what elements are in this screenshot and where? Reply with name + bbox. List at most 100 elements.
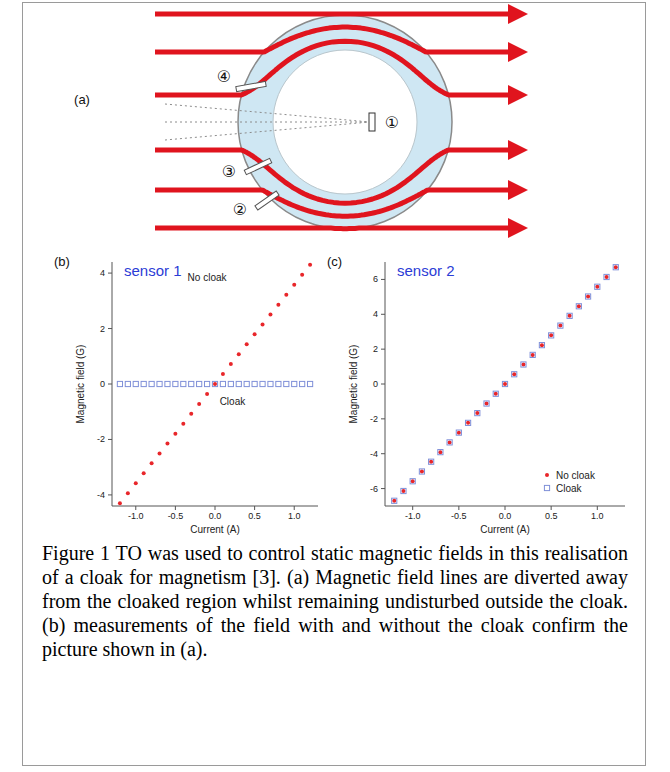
data-point: [149, 381, 154, 386]
data-point: [300, 381, 305, 386]
y-axis-title: Magnetic field (G): [75, 345, 86, 424]
data-point: [605, 275, 609, 279]
y-tick: [381, 349, 385, 350]
plot-marks: [117, 263, 312, 505]
y-tick: [381, 384, 385, 385]
data-point: [220, 381, 225, 386]
sensor-probe: [369, 113, 375, 131]
data-point: [577, 304, 581, 308]
legend-marker: [544, 485, 549, 490]
data-point: [401, 489, 405, 493]
chart-title: sensor 2: [397, 262, 455, 279]
data-point: [401, 488, 406, 493]
y-tick: [381, 314, 385, 315]
x-tick: [458, 506, 459, 510]
y-tick-label: 4: [373, 309, 378, 319]
y-tick-label: 0: [100, 379, 105, 389]
y-tick: [108, 273, 112, 274]
panel-label: (a): [74, 92, 90, 107]
data-point: [229, 362, 233, 366]
figure: ①②③④(a)-1.0-0.50.00.51.0-4-2024Current (…: [0, 0, 670, 540]
data-point: [484, 401, 489, 406]
data-point: [237, 352, 241, 356]
data-point: [157, 381, 162, 386]
data-point: [494, 392, 498, 396]
data-point: [134, 481, 138, 485]
data-point: [197, 381, 202, 386]
sensor-probe: [244, 158, 271, 174]
data-point: [165, 442, 169, 446]
data-point: [142, 471, 146, 475]
legend-label: Cloak: [556, 483, 583, 494]
y-tick: [381, 453, 385, 454]
data-point: [197, 402, 201, 406]
legend-label: No cloak: [556, 470, 596, 481]
x-tick: [597, 506, 598, 510]
data-point: [245, 342, 249, 346]
sensor-label: ①: [385, 113, 399, 132]
sight-line: [165, 122, 370, 140]
field-line: [155, 190, 519, 216]
field-line: [155, 12, 519, 17]
x-tick-label: 0.0: [499, 511, 512, 521]
data-point: [567, 313, 572, 318]
data-point: [457, 431, 461, 435]
y-tick: [381, 418, 385, 419]
sensor-probe: [255, 191, 279, 210]
y-tick-label: -4: [97, 490, 105, 500]
data-point: [221, 372, 225, 376]
data-point: [475, 411, 480, 416]
x-axis-title: Current (A): [190, 524, 239, 535]
x-tick: [254, 506, 255, 510]
data-point: [485, 402, 489, 406]
data-point: [558, 324, 562, 328]
data-point: [466, 421, 470, 425]
y-tick-label: -6: [370, 484, 378, 494]
data-point: [118, 501, 122, 505]
data-point: [189, 412, 193, 416]
data-point: [253, 332, 257, 336]
data-point: [284, 381, 289, 386]
chart: -1.0-0.50.00.51.0-6-4-20246Current (A)Ma…: [327, 254, 625, 535]
data-point: [410, 479, 415, 484]
data-point: [595, 285, 599, 289]
y-tick: [381, 279, 385, 280]
data-point: [585, 294, 590, 299]
data-point: [456, 430, 461, 435]
data-point: [141, 381, 146, 386]
chart-title: sensor 1: [124, 262, 182, 279]
panel-label: (b): [54, 254, 70, 269]
x-tick: [215, 506, 216, 510]
y-tick: [108, 384, 112, 385]
data-point: [181, 381, 186, 386]
data-point: [576, 304, 581, 309]
data-point: [173, 432, 177, 436]
data-point: [521, 362, 525, 366]
data-point: [205, 392, 209, 396]
x-tick: [551, 506, 552, 510]
x-tick-label: -0.5: [451, 511, 467, 521]
field-line: [155, 150, 519, 203]
data-point: [125, 381, 130, 386]
legend: No cloak Cloak: [544, 470, 596, 494]
y-tick-label: 2: [373, 344, 378, 354]
x-tick-label: 1.0: [591, 511, 604, 521]
data-point: [411, 479, 415, 483]
x-axis-title: Current (A): [480, 524, 529, 535]
x-tick: [505, 506, 506, 510]
y-tick: [108, 439, 112, 440]
data-point: [530, 352, 535, 357]
y-axis-title: Magnetic field (G): [348, 345, 359, 424]
data-point: [540, 343, 544, 347]
x-tick-label: -1.0: [405, 511, 421, 521]
data-point: [586, 295, 590, 299]
data-point: [117, 381, 122, 386]
data-point: [126, 491, 130, 495]
data-point: [189, 381, 194, 386]
data-point: [502, 381, 507, 386]
x-tick-label: -0.5: [168, 511, 184, 521]
x-tick: [135, 506, 136, 510]
data-point: [558, 323, 563, 328]
data-point: [447, 440, 452, 445]
data-point: [539, 343, 544, 348]
